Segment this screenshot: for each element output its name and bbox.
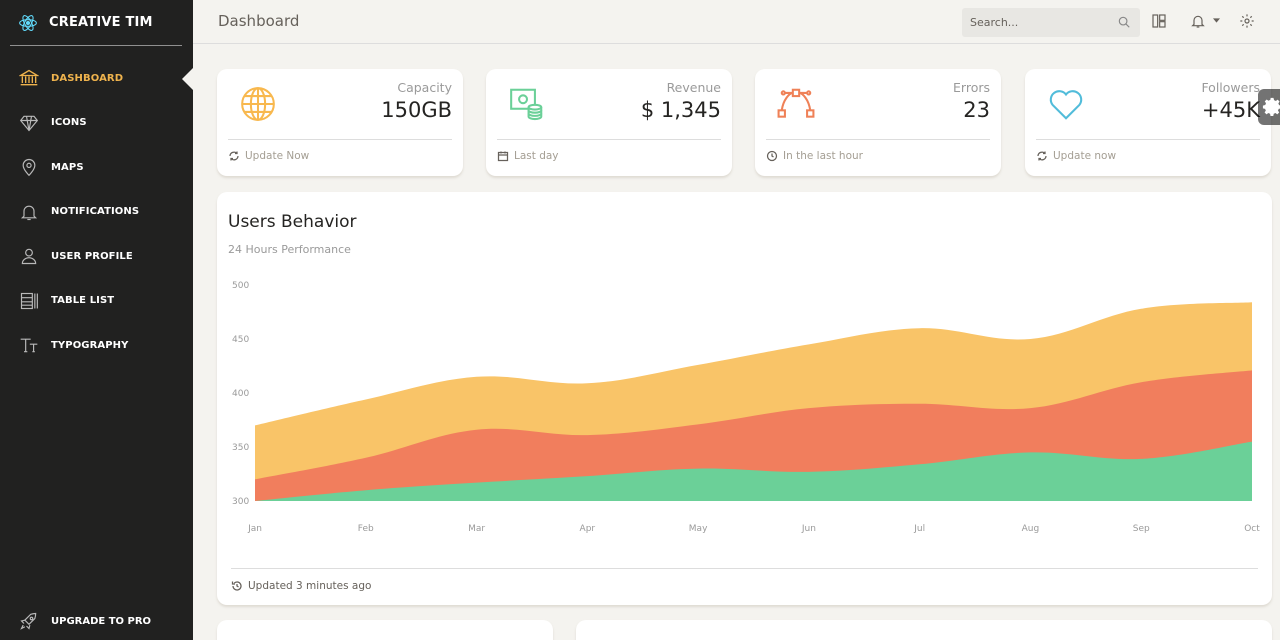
x-tick-label: Sep <box>1133 524 1150 534</box>
stat-footer[interactable]: Update now <box>1036 150 1116 162</box>
topbar: Dashboard <box>193 0 1280 44</box>
divider <box>1036 139 1260 140</box>
gear-icon[interactable] <box>1239 13 1255 29</box>
page-title: Dashboard <box>218 12 300 30</box>
y-tick-label: 300 <box>232 497 249 507</box>
brand-name: CREATIVE TIM <box>49 15 153 30</box>
sidebar-item-label: TYPOGRAPHY <box>51 339 129 351</box>
divider <box>228 139 452 140</box>
y-tick-label: 400 <box>232 389 249 399</box>
sidebar: CREATIVE TIM DASHBOARD ICONS MAPS N <box>0 0 193 640</box>
chart-footer: Updated 3 minutes ago <box>231 580 371 592</box>
stat-card-capacity: Capacity 150GB Update Now <box>217 69 463 176</box>
y-tick-label: 500 <box>232 281 249 291</box>
stat-label: Errors <box>953 80 990 95</box>
gear-icon <box>1262 97 1280 116</box>
sidebar-item-notifications[interactable]: NOTIFICATIONS <box>0 190 193 235</box>
x-tick-label: May <box>689 524 708 534</box>
stat-label: Capacity <box>397 80 452 95</box>
sidebar-item-label: ICONS <box>51 117 87 129</box>
x-tick-label: Jul <box>913 524 925 534</box>
bell-icon[interactable] <box>1190 13 1206 29</box>
upgrade-label: UPGRADE TO PRO <box>51 615 152 627</box>
stat-card-errors: Errors 23 In the last hour <box>755 69 1001 176</box>
typography-icon <box>19 335 39 355</box>
x-tick-label: Oct <box>1244 524 1260 534</box>
user-icon <box>19 246 39 266</box>
map-pin-icon <box>19 157 39 177</box>
layout-grid-icon[interactable] <box>1151 13 1167 29</box>
x-tick-label: Aug <box>1022 524 1040 534</box>
table-list-icon <box>19 291 39 311</box>
x-tick-label: Jan <box>247 524 262 534</box>
heart-icon <box>1049 90 1083 120</box>
sidebar-item-icons[interactable]: ICONS <box>0 101 193 146</box>
sidebar-item-user-profile[interactable]: USER PROFILE <box>0 234 193 279</box>
search-input[interactable] <box>962 8 1102 37</box>
chevron-down-icon[interactable] <box>1213 18 1220 23</box>
stat-value: +45K <box>1201 98 1260 122</box>
divider <box>231 568 1258 569</box>
stat-value: $ 1,345 <box>640 98 721 122</box>
stat-footer-text: Last day <box>514 150 559 162</box>
stat-footer: Last day <box>497 150 559 162</box>
refresh-icon <box>229 151 239 161</box>
users-behavior-card: 300 350 400 450 500 Jan Feb Mar Apr May Jun Jul Aug S… <box>217 192 1272 605</box>
chart-subtitle: 24 Hours Performance <box>228 243 351 256</box>
chart-footer-text: Updated 3 minutes ago <box>248 580 372 592</box>
stat-footer-text: In the last hour <box>783 150 863 162</box>
search-box <box>962 8 1140 37</box>
brand[interactable]: CREATIVE TIM <box>10 0 182 46</box>
globe-icon <box>241 87 275 121</box>
bell-icon <box>19 202 39 222</box>
rocket-icon <box>20 612 37 630</box>
area-series-2 <box>255 441 1252 501</box>
stat-card-revenue: Revenue $ 1,345 Last day <box>486 69 732 176</box>
x-tick-label: Mar <box>468 524 485 534</box>
diamond-icon <box>19 113 39 133</box>
bottom-card-right <box>576 620 1272 640</box>
stat-card-followers: Followers +45K Update now <box>1025 69 1271 176</box>
search-icon[interactable] <box>1117 15 1131 29</box>
upgrade-to-pro-button[interactable]: UPGRADE TO PRO <box>0 599 193 640</box>
active-caret <box>182 68 193 90</box>
y-tick-label: 350 <box>232 443 249 453</box>
stat-footer-text: Update now <box>1053 150 1117 162</box>
chart-title: Users Behavior <box>228 212 357 232</box>
users-behavior-chart: 300 350 400 450 500 Jan Feb Mar Apr May Jun Jul Aug S… <box>232 281 1260 534</box>
x-tick-label: Feb <box>358 524 374 534</box>
bank-icon <box>19 68 39 88</box>
stat-label: Followers <box>1201 80 1260 95</box>
calendar-icon <box>497 151 509 162</box>
stat-label: Revenue <box>666 80 721 95</box>
bottom-card-left <box>217 620 553 640</box>
sidebar-item-label: MAPS <box>51 161 84 173</box>
clock-icon <box>766 150 778 162</box>
sidebar-item-label: TABLE LIST <box>51 295 115 307</box>
divider <box>766 139 990 140</box>
divider <box>497 139 721 140</box>
stat-footer: In the last hour <box>766 150 863 162</box>
x-tick-label: Apr <box>580 524 596 534</box>
sidebar-item-label: NOTIFICATIONS <box>51 206 140 218</box>
history-icon <box>231 581 242 591</box>
sidebar-item-label: USER PROFILE <box>51 250 133 262</box>
x-tick-label: Jun <box>801 524 816 534</box>
sidebar-item-typography[interactable]: TYPOGRAPHY <box>0 323 193 368</box>
stat-value: 150GB <box>381 98 452 122</box>
stat-value: 23 <box>963 98 990 122</box>
refresh-icon <box>1037 151 1047 161</box>
y-tick-label: 450 <box>232 335 249 345</box>
stat-footer-text: Update Now <box>245 150 310 162</box>
sidebar-item-table-list[interactable]: TABLE LIST <box>0 279 193 324</box>
react-atom-icon <box>19 14 37 31</box>
sidebar-item-label: DASHBOARD <box>51 72 124 84</box>
sidebar-nav: DASHBOARD ICONS MAPS NOTIFICATIONS US <box>0 56 193 368</box>
money-coins-icon <box>510 88 543 121</box>
sidebar-item-maps[interactable]: MAPS <box>0 145 193 190</box>
stat-footer[interactable]: Update Now <box>228 150 309 162</box>
vector-icon <box>777 88 815 118</box>
sidebar-item-dashboard[interactable]: DASHBOARD <box>0 56 193 101</box>
fixed-plugin-toggle[interactable] <box>1258 89 1280 125</box>
